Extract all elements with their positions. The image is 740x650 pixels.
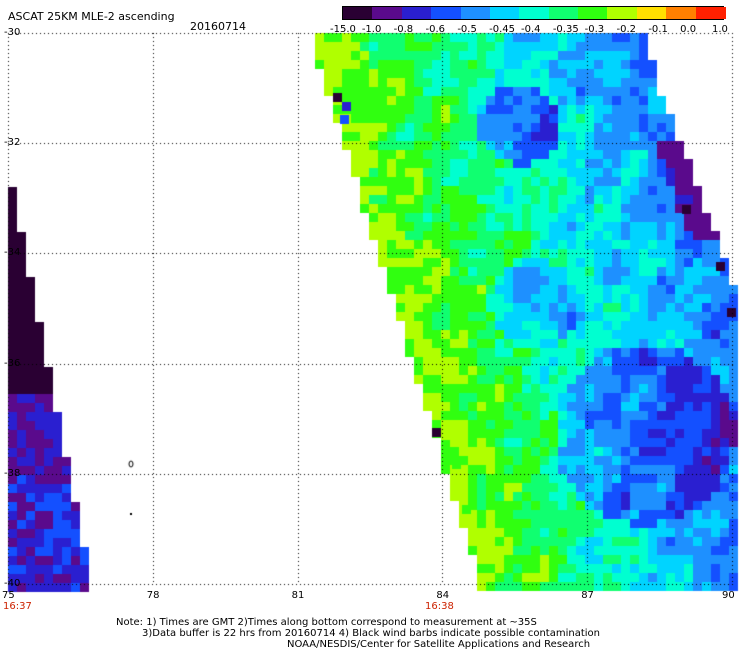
x-tick-label: 90 (722, 590, 735, 601)
colorbar-label: -0.8 (393, 24, 414, 35)
x-tick-label: 87 (581, 590, 594, 601)
colorbar-label: -0.3 (584, 24, 605, 35)
colorbar-segment (460, 7, 491, 19)
colorbar-label: -0.2 (616, 24, 637, 35)
colorbar (342, 6, 726, 20)
footer-note-1: Note: 1) Times are GMT 2)Times along bot… (116, 617, 537, 628)
colorbar-segment (401, 7, 433, 19)
y-tick-label: -36 (4, 357, 21, 369)
x-tick-label: 81 (291, 590, 305, 601)
colorbar-segment (431, 7, 462, 19)
colorbar-label: -0.1 (648, 24, 668, 35)
colorbar-label: 0.0 (680, 24, 697, 35)
x-tick-label: 75 (2, 590, 15, 601)
colorbar-segment (548, 7, 580, 19)
colorbar-label: -0.45 (489, 24, 516, 35)
colorbar-segment (343, 7, 374, 19)
x-tick-label: 78 (146, 590, 160, 601)
product-date: 20160714 (190, 20, 246, 33)
colorbar-label: -1.0 (361, 24, 382, 35)
colorbar-segment (607, 7, 638, 19)
y-tick-label: -38 (4, 467, 21, 479)
y-tick-label: -30 (4, 27, 21, 38)
colorbar-label: -0.35 (552, 24, 579, 35)
y-tick-label: -32 (4, 137, 21, 149)
footer-note-2: 3)Data buffer is 22 hrs from 20160714 4)… (142, 628, 600, 639)
swath-time-right: 16:38 (425, 601, 454, 612)
y-tick-label: -34 (4, 247, 21, 259)
colorbar-segment (636, 7, 668, 19)
colorbar-label: -0.6 (425, 24, 446, 35)
product-title: ASCAT 25KM MLE-2 ascending (8, 10, 175, 23)
colorbar-segment (372, 7, 403, 19)
colorbar-segment (489, 7, 521, 19)
colorbar-label: -15.0 (330, 24, 356, 35)
colorbar-label: -0.4 (521, 24, 541, 35)
footer-credit: NOAA/NESDIS/Center for Satellite Applica… (287, 639, 591, 650)
y-tick-label: -40 (4, 578, 21, 589)
colorbar-segment (666, 7, 697, 19)
swath-time-left: 16:37 (3, 601, 32, 612)
x-tick-label: 84 (436, 590, 450, 601)
colorbar-label: -0.5 (457, 24, 477, 35)
colorbar-label: 1.0 (712, 24, 728, 35)
colorbar-segment (695, 7, 726, 19)
colorbar-segment (578, 7, 609, 19)
colorbar-segment (519, 7, 550, 19)
